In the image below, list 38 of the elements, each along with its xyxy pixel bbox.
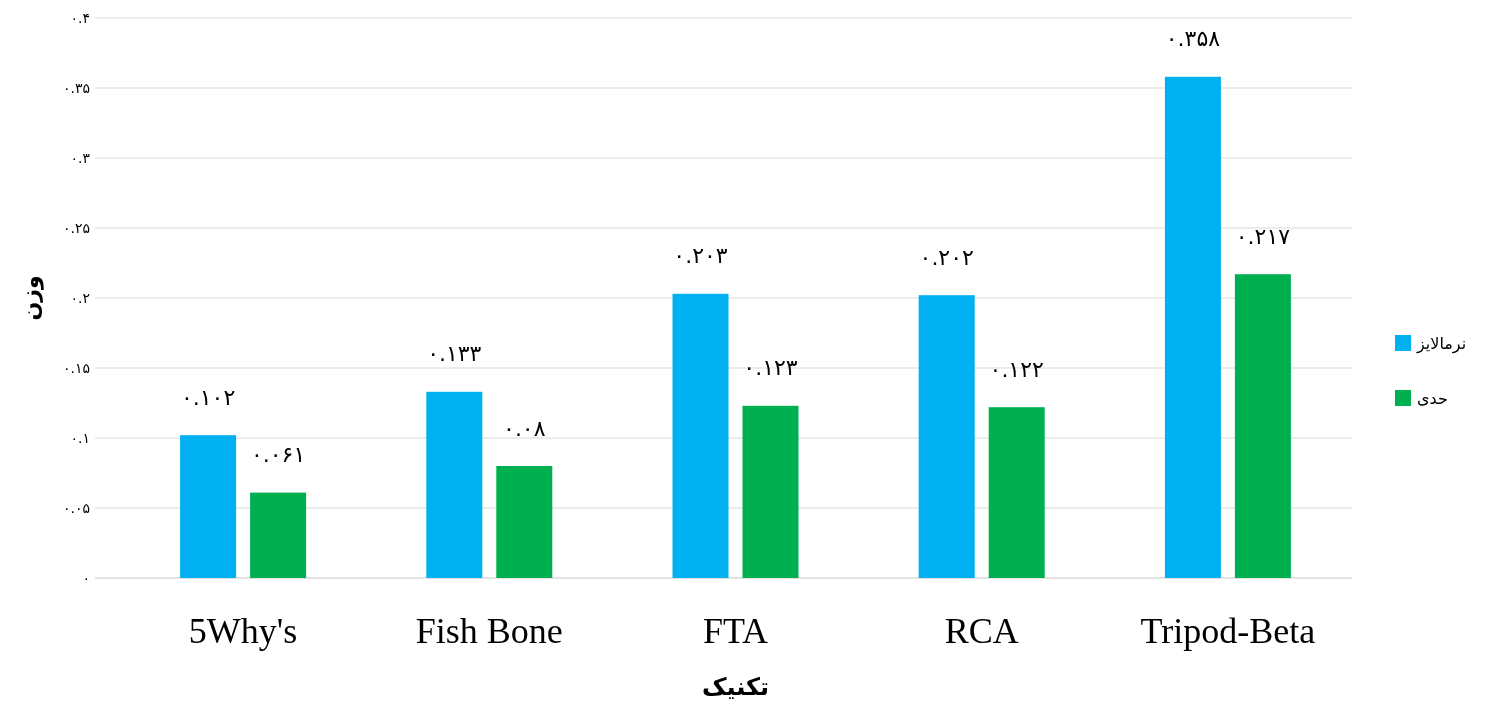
y-tick-label: ۰.۰۵ xyxy=(62,500,90,516)
bar xyxy=(988,407,1045,578)
x-tick-label: RCA xyxy=(944,611,1019,651)
data-label: ۰.۲۰۳ xyxy=(673,243,728,269)
y-tick-label: ۰ xyxy=(82,570,90,586)
y-tick-label: ۰.۳۵ xyxy=(62,80,90,96)
data-label: ۰.۱۳۳ xyxy=(427,341,482,367)
x-tick-label: FTA xyxy=(702,611,769,651)
x-axis-title: تکنیک xyxy=(701,673,770,701)
bar xyxy=(918,295,975,578)
y-tick-label: ۰.۱۵ xyxy=(62,360,90,376)
x-tick-label: Tripod-Beta xyxy=(1140,611,1316,651)
y-tick-label: ۰.۲ xyxy=(70,290,90,306)
y-tick-label: ۰.۱ xyxy=(70,430,90,446)
y-tick-label: ۰.۴ xyxy=(70,10,90,26)
legend-label: نرمالایز xyxy=(1416,333,1467,354)
legend-label: حدی xyxy=(1417,388,1448,408)
x-tick-label: Fish Bone xyxy=(415,611,563,651)
bar xyxy=(672,293,729,578)
data-label: ۰.۱۲۲ xyxy=(989,356,1044,382)
data-label: ۰.۲۰۲ xyxy=(919,244,974,270)
y-tick-label: ۰.۳ xyxy=(70,150,91,166)
bar xyxy=(426,391,483,578)
bar xyxy=(1164,76,1221,578)
bar xyxy=(250,492,307,578)
bar xyxy=(180,435,237,578)
x-tick-label: 5Why's xyxy=(188,611,298,651)
bar xyxy=(742,405,799,578)
y-axis-title: وزن xyxy=(17,275,44,321)
data-label: ۰.۳۵۸ xyxy=(1165,26,1221,52)
data-label: ۰.۱۰۲ xyxy=(180,384,236,410)
data-label: ۰.۰۸ xyxy=(503,415,546,441)
data-label: ۰.۰۶۱ xyxy=(250,442,306,468)
bar xyxy=(1234,274,1291,578)
y-tick-label: ۰.۲۵ xyxy=(62,220,90,236)
data-label: ۰.۱۲۳ xyxy=(743,355,798,381)
bar xyxy=(496,466,553,578)
data-label: ۰.۲۱۷ xyxy=(1235,223,1291,249)
